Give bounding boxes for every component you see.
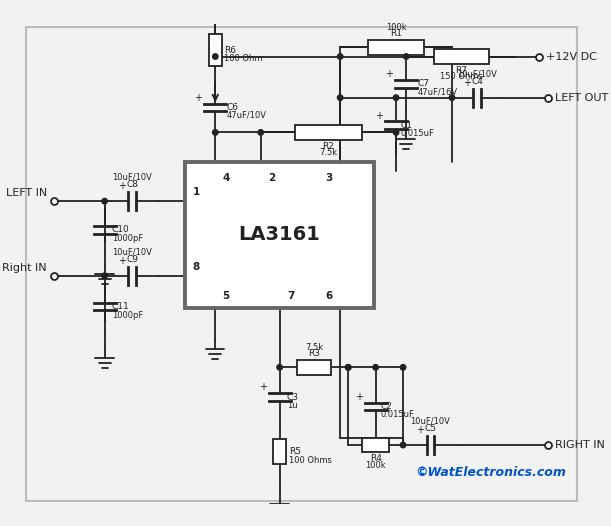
Text: +: + <box>194 93 202 103</box>
Text: 100k: 100k <box>365 461 386 470</box>
Text: 7: 7 <box>287 290 295 300</box>
Text: +: + <box>355 392 363 402</box>
Text: 10uF/10V: 10uF/10V <box>457 69 497 78</box>
Text: +: + <box>117 181 126 191</box>
Text: 47uF/10V: 47uF/10V <box>226 111 266 120</box>
Bar <box>209 34 222 66</box>
Text: 47uF/16V: 47uF/16V <box>417 88 458 97</box>
Text: +: + <box>463 78 470 88</box>
Text: R6: R6 <box>224 46 236 55</box>
Circle shape <box>345 365 351 370</box>
Text: C3: C3 <box>287 392 299 401</box>
Text: C8: C8 <box>126 180 138 189</box>
Text: +: + <box>416 425 424 435</box>
Text: C9: C9 <box>126 255 138 264</box>
Circle shape <box>277 365 282 370</box>
Text: 1: 1 <box>192 187 200 197</box>
Circle shape <box>449 95 455 100</box>
Text: LEFT OUT: LEFT OUT <box>555 93 609 103</box>
Circle shape <box>258 129 263 135</box>
Circle shape <box>337 54 343 59</box>
Text: C11: C11 <box>112 302 130 311</box>
Text: 1u: 1u <box>287 401 298 410</box>
Text: +: + <box>386 69 393 79</box>
Circle shape <box>337 95 343 100</box>
Text: 10uF/10V: 10uF/10V <box>112 173 152 182</box>
Text: C1: C1 <box>401 120 412 129</box>
Text: 3: 3 <box>326 173 333 183</box>
Bar <box>295 125 362 140</box>
Text: 0.015uF: 0.015uF <box>401 129 434 138</box>
Circle shape <box>393 95 399 100</box>
Circle shape <box>400 442 406 448</box>
Text: RIGHT IN: RIGHT IN <box>555 440 605 450</box>
Text: C10: C10 <box>112 226 130 235</box>
Text: 1000pF: 1000pF <box>112 310 143 319</box>
Text: C4: C4 <box>471 77 483 86</box>
Circle shape <box>102 273 108 278</box>
Text: 7.5k: 7.5k <box>320 148 337 157</box>
Text: 10uF/10V: 10uF/10V <box>112 248 152 257</box>
Text: C2: C2 <box>380 402 392 411</box>
Bar <box>273 439 286 464</box>
Text: R3: R3 <box>308 349 320 358</box>
Text: 10uF/10V: 10uF/10V <box>411 417 450 426</box>
Text: 100k: 100k <box>386 23 406 32</box>
Text: +12V DC: +12V DC <box>546 52 597 62</box>
Text: C7: C7 <box>417 79 429 88</box>
Text: LA3161: LA3161 <box>239 225 321 244</box>
Text: LEFT IN: LEFT IN <box>5 188 47 198</box>
Circle shape <box>373 365 378 370</box>
Text: 100 Ohm: 100 Ohm <box>224 54 263 63</box>
Circle shape <box>213 129 218 135</box>
Circle shape <box>213 54 218 59</box>
Text: +: + <box>259 382 267 392</box>
Text: 2: 2 <box>268 173 276 183</box>
Text: 8: 8 <box>192 262 200 272</box>
Text: 7.5k: 7.5k <box>305 343 323 352</box>
Text: R2: R2 <box>323 141 334 150</box>
Text: 6: 6 <box>326 290 333 300</box>
Bar <box>297 360 331 375</box>
Circle shape <box>403 54 409 59</box>
Text: C5: C5 <box>425 424 436 433</box>
Text: C6: C6 <box>226 103 238 112</box>
Text: R7: R7 <box>455 66 467 75</box>
Text: 4: 4 <box>222 173 230 183</box>
Circle shape <box>345 365 351 370</box>
Text: 1000pF: 1000pF <box>112 234 143 242</box>
Bar <box>362 438 389 452</box>
Text: Right IN: Right IN <box>2 263 47 273</box>
Text: 100 Ohms: 100 Ohms <box>289 456 332 464</box>
Text: 5: 5 <box>222 290 230 300</box>
Text: +: + <box>117 256 126 266</box>
Bar <box>185 161 375 308</box>
Text: ©WatElectronics.com: ©WatElectronics.com <box>415 466 566 479</box>
Text: R5: R5 <box>289 448 301 457</box>
Circle shape <box>102 198 108 204</box>
Circle shape <box>400 365 406 370</box>
Bar <box>434 49 489 64</box>
Circle shape <box>393 129 399 135</box>
Bar <box>368 40 424 55</box>
Text: 0.015uF: 0.015uF <box>380 410 414 419</box>
Text: 150 Ohms: 150 Ohms <box>440 72 483 81</box>
Text: +: + <box>375 110 383 120</box>
Text: R4: R4 <box>370 454 381 463</box>
Text: R1: R1 <box>390 29 402 38</box>
